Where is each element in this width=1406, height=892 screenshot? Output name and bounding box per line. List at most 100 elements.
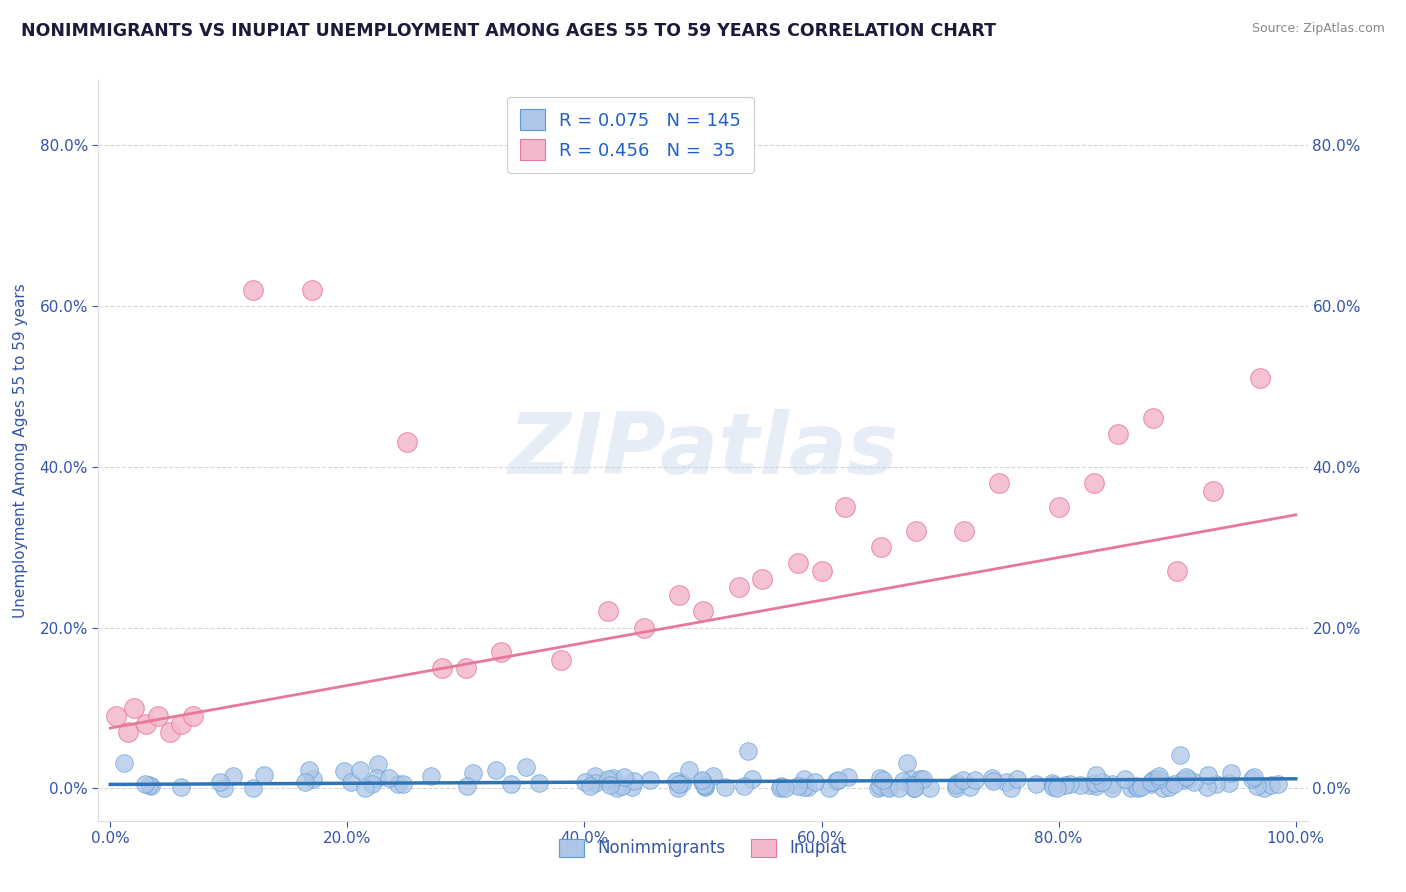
Point xyxy=(1205,777,1227,791)
Point xyxy=(638,773,661,788)
Point xyxy=(692,604,714,618)
Point xyxy=(769,780,792,795)
Point xyxy=(668,776,690,790)
Point xyxy=(665,774,688,789)
Point xyxy=(727,580,749,594)
Point xyxy=(242,780,264,795)
Point xyxy=(903,780,925,795)
Point xyxy=(872,772,894,787)
Point xyxy=(1084,776,1107,790)
Point xyxy=(242,283,264,297)
Point xyxy=(139,779,162,793)
Point xyxy=(117,725,139,739)
Point xyxy=(499,777,522,791)
Point xyxy=(623,774,645,789)
Point xyxy=(1182,775,1205,789)
Point xyxy=(432,661,454,675)
Point xyxy=(1129,780,1152,795)
Point xyxy=(817,780,839,795)
Point xyxy=(690,774,713,789)
Point xyxy=(598,604,620,618)
Point xyxy=(392,777,415,791)
Point xyxy=(1053,778,1076,792)
Point xyxy=(1059,777,1081,791)
Point xyxy=(918,780,941,795)
Point xyxy=(585,769,607,783)
Point xyxy=(1000,781,1022,796)
Point xyxy=(354,781,377,796)
Point xyxy=(1174,770,1197,784)
Point xyxy=(952,772,974,787)
Point xyxy=(671,776,693,790)
Point xyxy=(1246,779,1268,793)
Point xyxy=(702,769,724,783)
Point xyxy=(1147,772,1170,786)
Point xyxy=(837,770,859,784)
Point xyxy=(690,773,713,788)
Point xyxy=(138,778,160,792)
Point xyxy=(599,778,621,792)
Point xyxy=(105,709,128,723)
Point xyxy=(298,764,321,778)
Point xyxy=(1040,776,1063,790)
Point xyxy=(1126,780,1149,795)
Point xyxy=(868,781,890,796)
Point xyxy=(869,779,891,793)
Point xyxy=(834,500,856,514)
Point xyxy=(668,588,690,602)
Point xyxy=(302,772,325,787)
Point xyxy=(134,777,156,791)
Point xyxy=(946,776,969,790)
Point xyxy=(378,771,401,785)
Point xyxy=(1125,779,1147,793)
Point xyxy=(606,780,628,795)
Point xyxy=(620,780,643,794)
Point xyxy=(1163,777,1185,791)
Point xyxy=(596,774,619,789)
Point xyxy=(170,780,193,794)
Legend: Nonimmigrants, Inupiat: Nonimmigrants, Inupiat xyxy=(553,832,853,864)
Point xyxy=(1142,411,1164,425)
Point xyxy=(1121,780,1143,795)
Point xyxy=(751,572,773,586)
Point xyxy=(1140,775,1163,789)
Point xyxy=(527,776,550,790)
Point xyxy=(900,772,922,786)
Point xyxy=(454,661,477,675)
Point xyxy=(810,564,832,578)
Point xyxy=(598,772,620,786)
Point xyxy=(1202,483,1225,498)
Point xyxy=(988,475,1011,490)
Point xyxy=(905,524,928,538)
Point xyxy=(135,717,157,731)
Point xyxy=(122,701,145,715)
Point xyxy=(1107,427,1129,442)
Point xyxy=(945,781,967,796)
Point xyxy=(869,540,891,554)
Point xyxy=(1249,371,1271,385)
Point xyxy=(1166,564,1188,578)
Point xyxy=(1157,780,1180,794)
Point xyxy=(1177,772,1199,786)
Point xyxy=(633,620,655,634)
Point xyxy=(419,769,441,783)
Point xyxy=(797,780,820,794)
Point xyxy=(793,780,815,794)
Point xyxy=(1042,778,1064,792)
Point xyxy=(550,653,572,667)
Point xyxy=(770,779,793,793)
Point xyxy=(1083,475,1105,490)
Point xyxy=(613,770,636,784)
Point xyxy=(824,773,846,788)
Point xyxy=(981,774,1004,789)
Point xyxy=(333,764,356,779)
Point xyxy=(741,772,763,786)
Point xyxy=(945,778,967,792)
Point xyxy=(456,779,478,793)
Point xyxy=(253,768,276,782)
Point xyxy=(1197,780,1219,795)
Point xyxy=(395,435,418,450)
Point xyxy=(1218,776,1240,790)
Point xyxy=(1171,772,1194,787)
Point xyxy=(714,780,737,794)
